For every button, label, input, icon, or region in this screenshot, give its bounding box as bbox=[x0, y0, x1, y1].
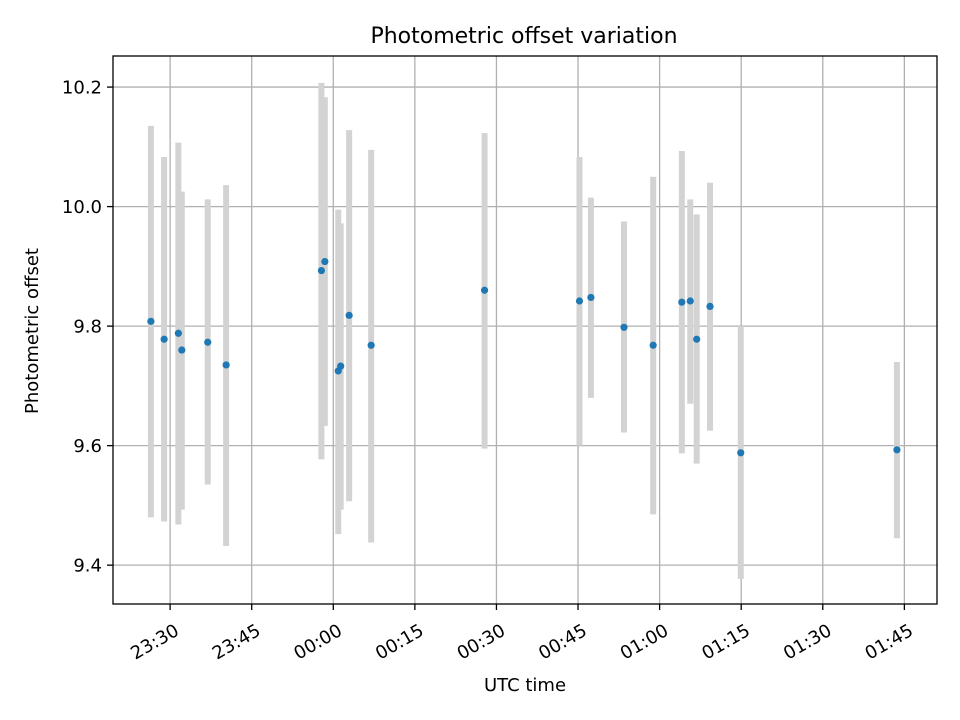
data-point bbox=[178, 346, 186, 354]
y-tick-label: 9.8 bbox=[73, 317, 102, 338]
data-point bbox=[587, 293, 595, 302]
y-tick-label: 10.2 bbox=[62, 78, 102, 99]
data-point bbox=[317, 266, 326, 275]
data-point bbox=[367, 341, 375, 349]
data-point bbox=[480, 286, 489, 294]
y-tick-label: 10.0 bbox=[62, 197, 102, 218]
data-point bbox=[204, 338, 212, 346]
data-point bbox=[678, 298, 686, 306]
data-point bbox=[706, 302, 714, 310]
data-point bbox=[337, 362, 345, 370]
y-axis-title: Photometric offset bbox=[22, 248, 43, 414]
plot-frame bbox=[112, 55, 938, 605]
data-point bbox=[649, 341, 657, 349]
data-point bbox=[321, 257, 329, 266]
data-point bbox=[693, 335, 701, 343]
y-axis-ticks: 9.4 9.6 9.8 10.0 10.2 bbox=[62, 78, 113, 577]
data-point bbox=[345, 311, 353, 319]
data-point bbox=[575, 297, 584, 305]
data-point bbox=[222, 361, 230, 369]
data-point bbox=[686, 297, 694, 305]
y-tick-label: 9.6 bbox=[73, 436, 102, 457]
y-tick-label: 9.4 bbox=[73, 556, 102, 577]
data-point bbox=[893, 446, 901, 454]
chart-title: Photometric offset variation bbox=[370, 24, 677, 49]
data-points bbox=[147, 257, 901, 457]
data-point bbox=[174, 329, 182, 337]
data-point bbox=[160, 335, 168, 343]
x-axis-title: UTC time bbox=[484, 675, 566, 696]
data-point bbox=[737, 449, 745, 457]
data-point bbox=[147, 317, 155, 325]
data-point bbox=[620, 323, 628, 331]
